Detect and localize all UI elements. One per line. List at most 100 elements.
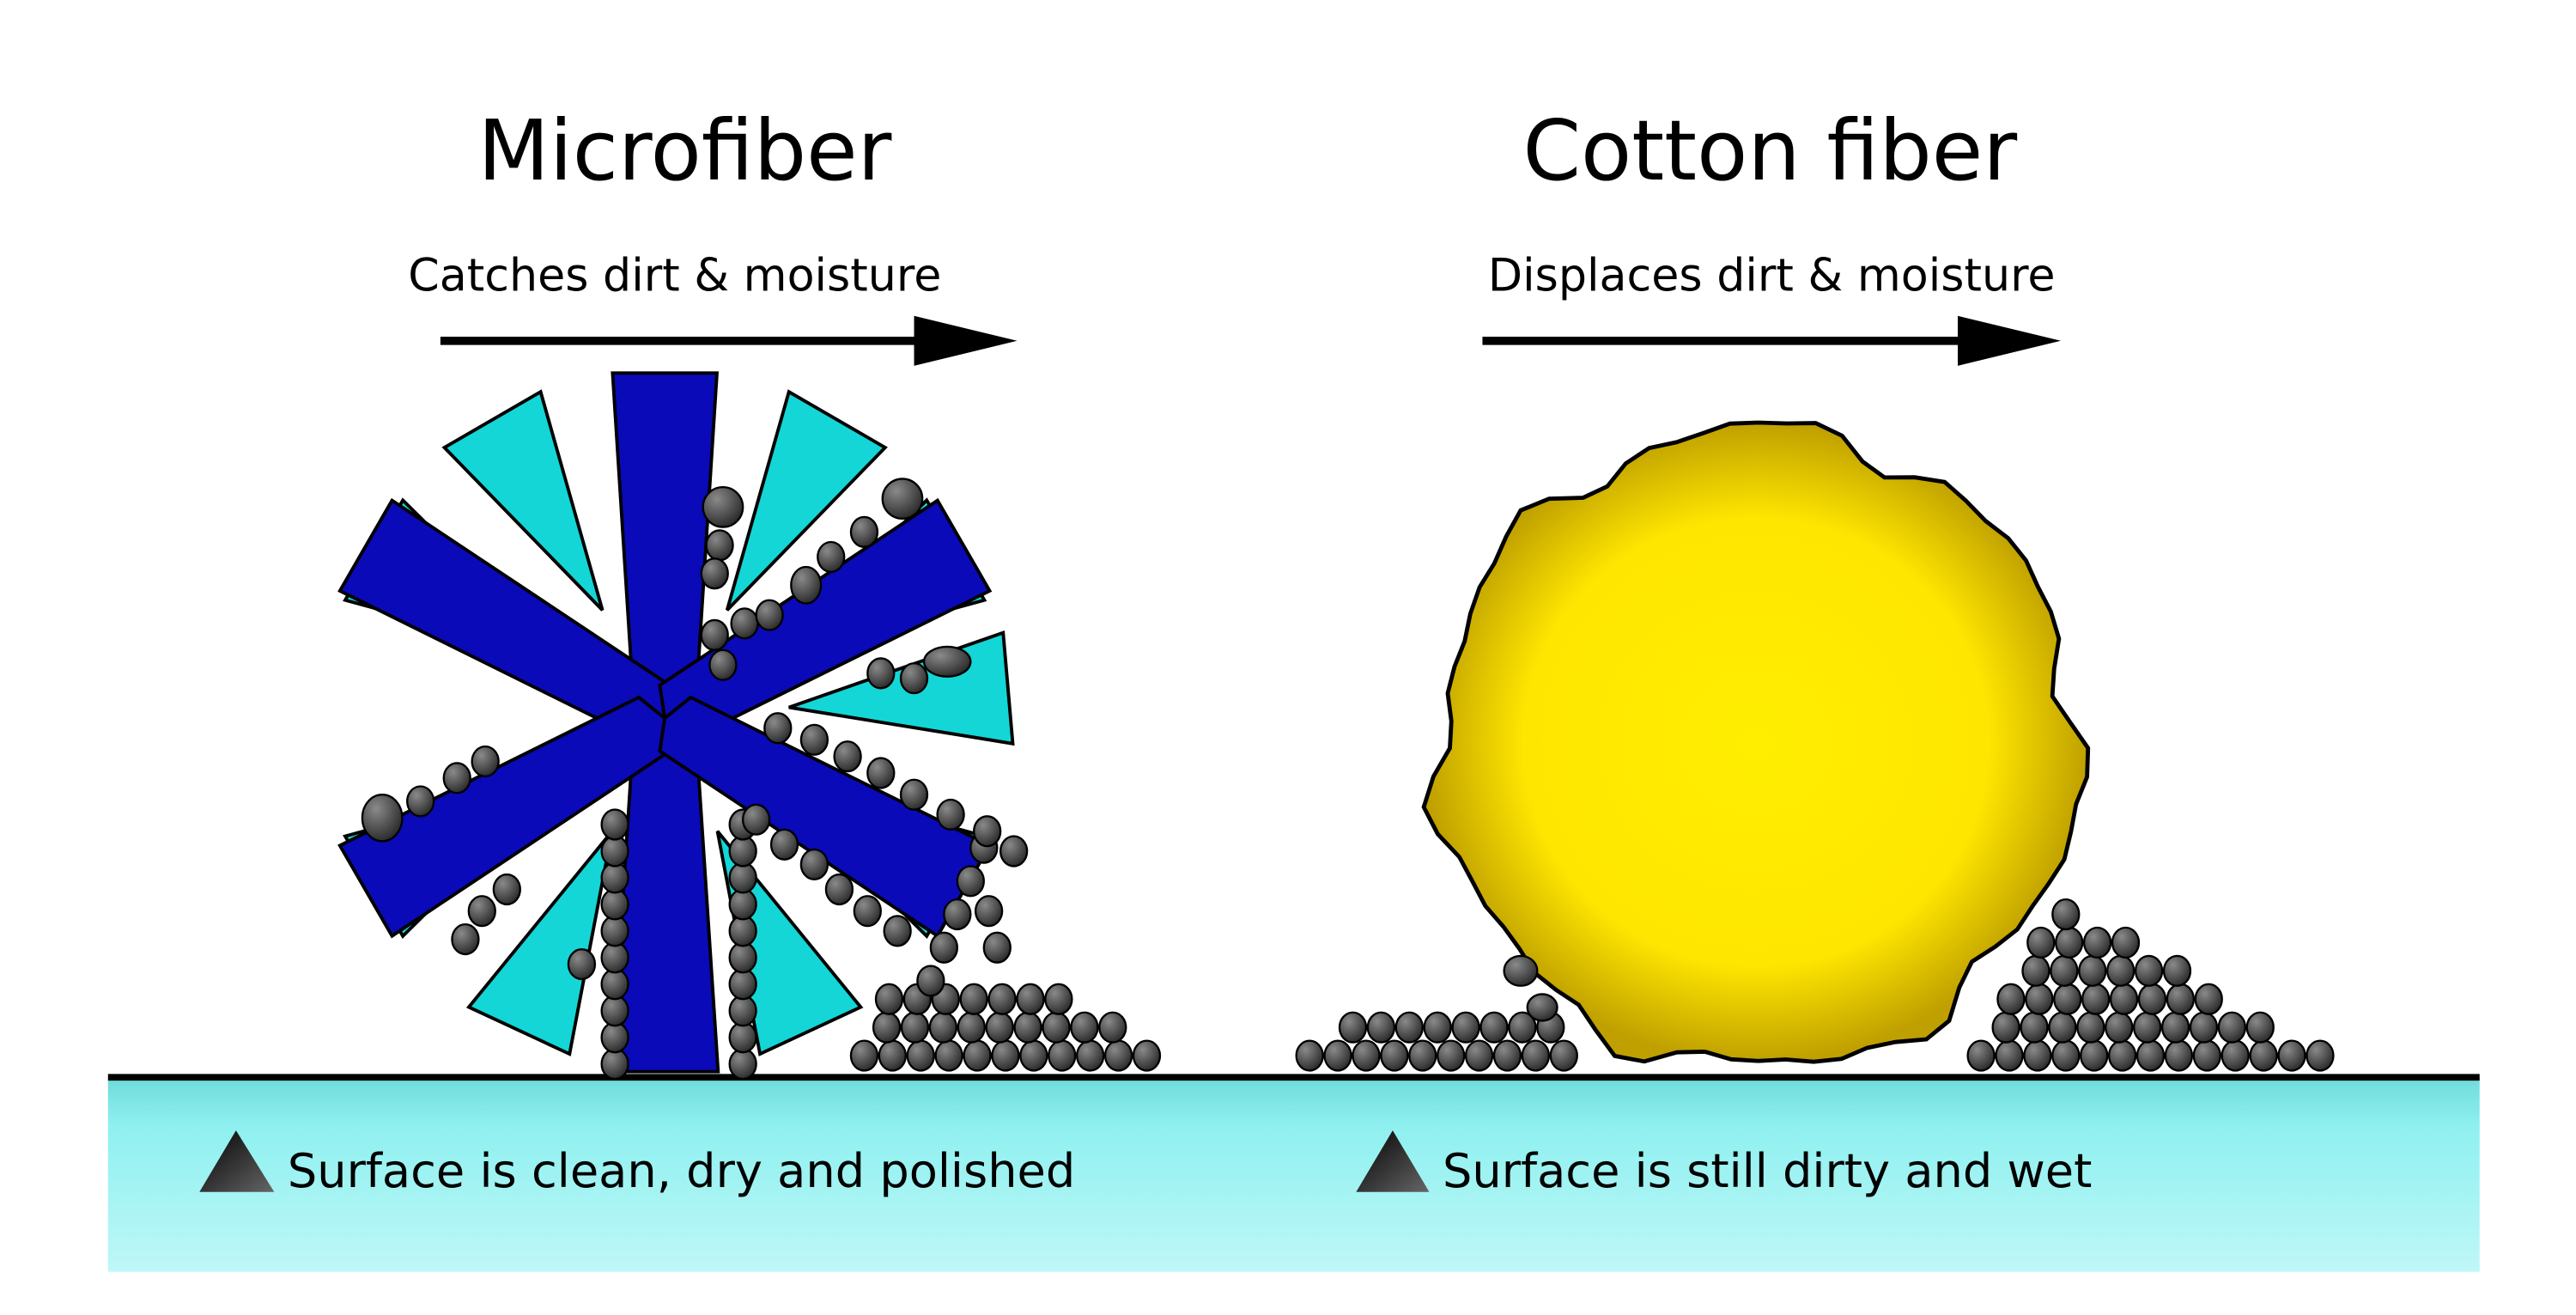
dirt-particle <box>567 948 597 981</box>
dirt-particle <box>817 540 846 573</box>
dirt-particle <box>2277 1039 2306 1072</box>
dirt-particle <box>849 1039 879 1072</box>
dirt-particle <box>1508 1011 1537 1044</box>
dirt-particle <box>1366 1011 1396 1044</box>
dirt-particle <box>1526 993 1558 1022</box>
dirt-particle <box>702 485 744 528</box>
dirt-particle <box>728 1021 757 1054</box>
dirt-particle <box>728 968 757 1001</box>
dirt-particle <box>853 895 882 928</box>
dirt-particle <box>728 1048 757 1081</box>
dirt-particle <box>959 983 988 1015</box>
dirt-particle <box>406 785 435 818</box>
dirt-particle <box>874 983 904 1015</box>
dirt-particle <box>849 515 879 548</box>
dirt-particle <box>2306 1039 2335 1072</box>
dirt-particle <box>2109 983 2139 1015</box>
dirt-particle <box>899 778 929 811</box>
dirt-particle <box>730 607 759 640</box>
dirt-particle <box>1048 1039 1077 1072</box>
dirt-particle <box>600 835 629 868</box>
dirt-particle <box>600 861 629 894</box>
dirt-particle <box>1103 1039 1133 1072</box>
dirt-particle <box>2217 1011 2246 1044</box>
dirt-particle <box>1016 983 1045 1015</box>
dirt-particle <box>1408 1039 1437 1072</box>
dirt-particle <box>728 995 757 1027</box>
surface <box>107 1077 2480 1272</box>
dirt-particle <box>705 529 734 562</box>
dirt-particle <box>2107 1039 2137 1072</box>
dirt-particle <box>799 848 829 881</box>
dirt-particle <box>600 1048 629 1081</box>
dirt-particle <box>2245 1011 2275 1044</box>
dirt-particle <box>987 983 1017 1015</box>
dirt-particle <box>2026 926 2056 959</box>
dirt-particle <box>2021 954 2050 987</box>
dirt-particle <box>1549 1039 1578 1072</box>
dirt-particle <box>755 599 784 631</box>
dirt-particle <box>799 723 829 756</box>
dirt-particle <box>1991 1011 2020 1044</box>
dirt-particle <box>934 1039 963 1072</box>
cyan-fiber <box>465 830 614 1056</box>
microfiber-wheel <box>337 371 1015 1074</box>
dirt-particle <box>728 835 757 868</box>
dirt-particle <box>728 888 757 921</box>
caption: Catches dirt & moisture <box>408 251 941 302</box>
dirt-particle <box>442 762 471 794</box>
dirt-particle <box>991 1039 1020 1072</box>
dirt <box>361 478 2335 1081</box>
cotton-ball <box>1421 420 2091 1064</box>
dirt-particle <box>1503 954 1539 987</box>
dirt-particle <box>2111 926 2141 959</box>
dirt-particle <box>1479 1011 1509 1044</box>
dirt-particle <box>1464 1039 1494 1072</box>
dirt-particle <box>2080 1039 2109 1072</box>
dirt-particle <box>2053 983 2082 1015</box>
dirt-particle <box>2078 954 2107 987</box>
dirt-particle <box>2020 1011 2049 1044</box>
dirt-particle <box>833 740 862 773</box>
dirt-particle <box>928 1011 958 1044</box>
dirt-particle <box>936 798 965 831</box>
bullet-icon <box>1356 1130 1430 1192</box>
note: Surface is clean, dry and polished <box>288 1144 1075 1198</box>
dirt-particle <box>866 657 896 690</box>
dirt-particle <box>973 815 1002 848</box>
dirt-particle <box>2051 898 2081 931</box>
dirt-particle <box>2048 1011 2077 1044</box>
note: Surface is still dirty and wet <box>1443 1144 2092 1198</box>
dirt-particle <box>2055 926 2084 959</box>
dirt-particle <box>2082 926 2112 959</box>
dirt-particle <box>1019 1039 1048 1072</box>
dirt-particle <box>361 794 404 843</box>
dirt-particle <box>600 968 629 1001</box>
dirt-particle <box>2189 1011 2219 1044</box>
dirt-particle <box>2133 1011 2162 1044</box>
dirt-particle <box>708 648 738 681</box>
dirt-particle <box>943 898 972 931</box>
arrow <box>1482 315 2061 366</box>
dirt-particle <box>2136 1039 2166 1072</box>
dirt-particle <box>2192 1039 2221 1072</box>
dirt-particle <box>2051 1039 2081 1072</box>
dirt-particle <box>866 757 896 789</box>
dirt-particle <box>957 1011 986 1044</box>
dirt-particle <box>492 873 521 906</box>
dirt-particle <box>1380 1039 1409 1072</box>
dirt-particle <box>2162 954 2192 987</box>
dirt-particle <box>1996 983 2026 1015</box>
dirt-particle <box>1098 1011 1127 1044</box>
bullet-icon <box>199 1130 275 1192</box>
dirt-particle <box>2105 1011 2134 1044</box>
dirt-particle <box>1995 1039 2024 1072</box>
dirt-particle <box>956 865 985 898</box>
dirt-particle <box>2160 1011 2190 1044</box>
dirt-particle <box>872 1011 902 1044</box>
dirt-particle <box>763 712 793 745</box>
dirt-particle <box>878 1039 908 1072</box>
dirt-particle <box>471 745 500 778</box>
dirt-particle <box>883 915 912 947</box>
